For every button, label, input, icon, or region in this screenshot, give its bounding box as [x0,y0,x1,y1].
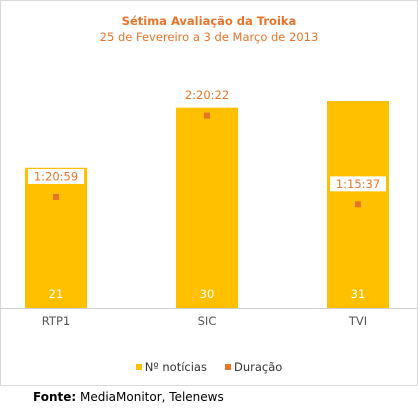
point-rtp1 [53,193,59,200]
source-text: MediaMonitor, Telenews [76,390,224,404]
x-tick-label-sic: SIC [198,314,217,328]
point-label-bg-rtp1 [28,168,84,184]
point-label-rtp1: 1:20:59 [34,169,78,183]
chart-legend: Nº notícias Duração [0,360,418,374]
source-note: Fonte: MediaMonitor, Telenews [33,390,224,404]
bar-sic [176,107,238,308]
legend-item-duracao: Duração [224,360,283,374]
legend-label-duracao: Duração [233,360,283,374]
point-sic [204,112,210,119]
point-label-bg-sic [179,87,235,103]
point-label-sic: 2:20:22 [185,88,229,102]
bar-value-label-rtp1: 21 [49,287,64,301]
legend-swatch-duracao [224,364,231,370]
point-tvi [355,201,361,208]
point-label-tvi: 1:15:37 [336,177,380,191]
bar-value-label-sic: 30 [200,287,215,301]
chart-subtitle: 25 de Fevereiro a 3 de Março de 2013 [99,30,319,44]
x-tick-label-rtp1: RTP1 [42,314,70,328]
legend-item-noticias: Nº notícias [135,360,207,374]
chart-title: Sétima Avaliação da Troika [121,14,297,28]
source-label: Fonte: [33,390,77,404]
bar-value-label-tvi: 31 [351,287,366,301]
x-tick-label-tvi: TVI [348,314,367,328]
bar-rtp1 [25,167,87,308]
legend-label-noticias: Nº notícias [144,360,207,374]
point-label-bg-tvi [330,176,386,192]
legend-swatch-noticias [135,364,142,370]
